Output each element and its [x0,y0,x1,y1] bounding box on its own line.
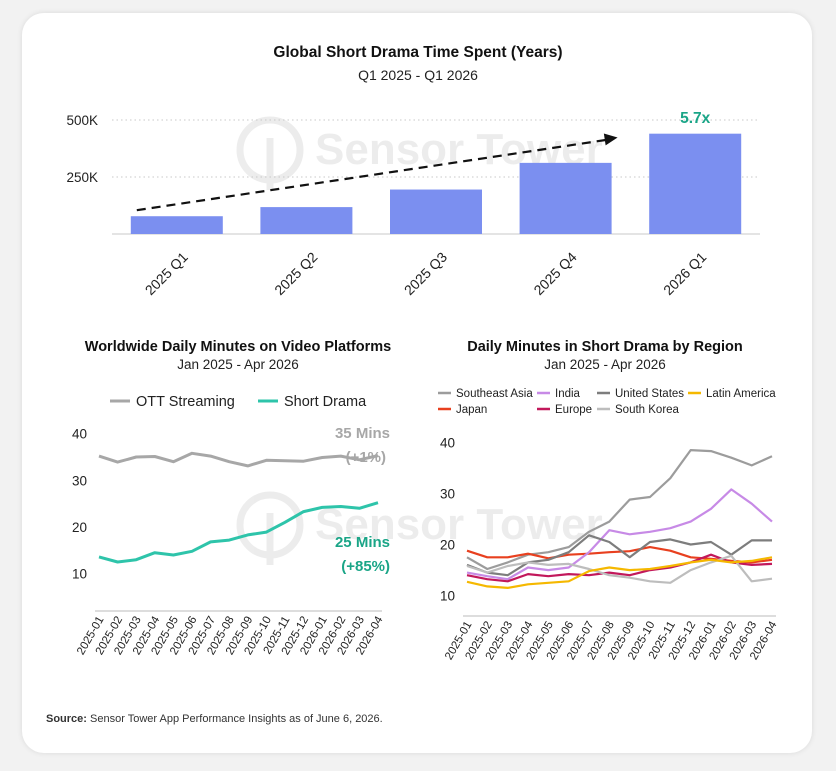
line-chart-1-subtitle: Jan 2025 - Apr 2026 [177,357,299,372]
legend-label: Short Drama [284,394,367,410]
legend-label: OTT Streaming [136,394,235,410]
bar [390,189,482,234]
watermark-logo: Sensor Tower [236,491,603,565]
y-tick-label: 20 [72,520,87,535]
bar-x-tick-label: 2025 Q3 [401,249,450,298]
bar-y-tick-label: 500K [66,113,98,128]
bar-x-tick: 2025 Q2 [271,249,320,298]
series-line-short-drama [98,501,379,564]
y-tick-label: 30 [440,486,455,501]
source-text: Sensor Tower App Performance Insights as… [87,713,383,725]
bar-x-tick: 2025 Q3 [401,249,450,298]
legend-label: Europe [555,404,592,416]
line-chart-1-title: Worldwide Daily Minutes on Video Platfor… [85,339,391,355]
series-line-southeast-asia [466,449,773,571]
y-tick-label: 40 [72,427,87,442]
y-tick-label: 20 [440,538,455,553]
ott-end-change: (+1%) [346,449,386,466]
series-line-ott-streaming [98,451,379,468]
bar-x-tick-label: 2025 Q2 [271,249,320,298]
source-label: Source: [46,713,87,725]
bar [649,133,742,234]
bar-x-tick: 2025 Q1 [142,249,191,298]
short-drama-end-change: (+85%) [341,558,390,575]
bar-x-tick-label: 2025 Q1 [142,249,191,298]
bar-x-tick: 2025 Q4 [530,249,579,298]
ott-end-label: 35 Mins [335,425,390,442]
line-chart-2-subtitle: Jan 2025 - Apr 2026 [544,357,666,372]
legend-label: South Korea [615,404,680,416]
legend-label: United States [615,388,684,400]
y-tick-label: 10 [72,567,87,582]
y-tick-label: 40 [440,435,455,450]
trend-arrow-line [136,138,606,212]
trend-arrow-head [603,133,618,146]
bar-x-tick-label: 2026 Q1 [660,249,709,298]
bar-chart-subtitle: Q1 2025 - Q1 2026 [358,67,478,83]
y-tick-label: 30 [72,473,87,488]
bar [130,216,223,234]
series-line-united-states [466,534,772,577]
legend-label: India [555,388,581,400]
line-chart-2-title: Daily Minutes in Short Drama by Region [467,339,743,355]
legend-label: Southeast Asia [456,388,533,400]
watermark-logo-icon [236,491,304,559]
bar-x-tick: 2026 Q1 [660,249,709,298]
bar-y-tick-label: 250K [66,170,98,185]
legend-label: Latin America [706,388,776,400]
y-tick-label: 10 [440,589,455,604]
bar [519,162,612,234]
series-line-india [466,488,773,581]
legend-label: Japan [456,404,487,416]
short-drama-end-label: 25 Mins [335,534,390,551]
bar [260,207,353,234]
series-line-south-korea [466,554,773,584]
source-note: Source: Sensor Tower App Performance Ins… [46,713,383,725]
growth-annotation: 5.7x [680,110,711,127]
bar-chart-title: Global Short Drama Time Spent (Years) [273,44,562,61]
bar-x-tick-label: 2025 Q4 [530,249,579,298]
series-line-latin-america [466,556,773,590]
